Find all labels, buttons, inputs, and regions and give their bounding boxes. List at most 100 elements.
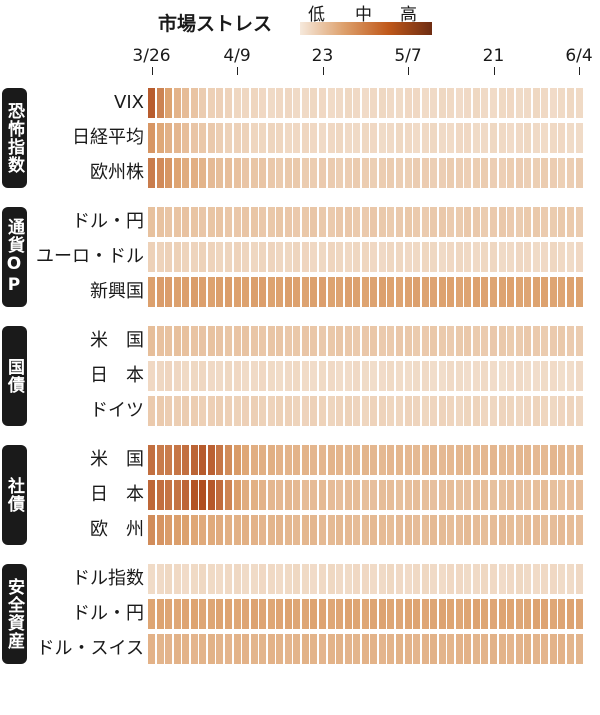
heatmap-cell <box>165 599 173 629</box>
heatmap-cell <box>319 361 326 391</box>
heatmap-cell <box>481 396 489 426</box>
heatmap-cell <box>421 242 429 272</box>
heatmap-cell <box>190 326 198 356</box>
heatmap-cell <box>361 123 369 153</box>
heatmap-cell <box>575 88 583 118</box>
heatmap-cell <box>284 361 292 391</box>
heatmap-cell <box>549 445 557 475</box>
heatmap-cell <box>224 396 232 426</box>
heatmap-cell <box>404 599 412 629</box>
heatmap-cell <box>370 445 378 475</box>
heatmap-cell <box>267 326 275 356</box>
heatmap-cell <box>267 207 275 237</box>
heatmap-cell <box>156 515 164 545</box>
heatmap-cell <box>182 634 190 664</box>
heatmap-cell <box>438 326 446 356</box>
heatmap-cell <box>301 361 309 391</box>
heatmap-cell <box>293 515 301 545</box>
heatmap-cell <box>549 277 557 307</box>
heatmap-cell <box>498 564 506 594</box>
heatmap-cell <box>319 242 326 272</box>
heatmap-cell <box>250 361 258 391</box>
heatmap-cell <box>413 88 421 118</box>
heatmap-cell <box>490 123 497 153</box>
heatmap-cell <box>421 599 429 629</box>
heatmap-cell <box>481 326 489 356</box>
heatmap-cell <box>455 599 463 629</box>
heatmap-cell <box>233 515 241 545</box>
heatmap-cell <box>549 207 557 237</box>
heatmap-cell <box>541 599 549 629</box>
heatmap-cell <box>507 326 515 356</box>
heatmap-cell <box>532 445 540 475</box>
heatmap-cell <box>233 158 241 188</box>
group-label: 安全資産 <box>4 578 24 650</box>
heatmap-cell <box>267 445 275 475</box>
heatmap-cell <box>327 634 335 664</box>
heatmap-cell <box>310 123 318 153</box>
heatmap-cell <box>293 207 301 237</box>
heatmap-cell <box>276 396 284 426</box>
heatmap-cell <box>165 207 173 237</box>
heatmap-cell <box>173 88 181 118</box>
group-tab: 社債 <box>2 445 27 545</box>
heatmap-cell <box>353 88 361 118</box>
heatmap-cell <box>173 123 181 153</box>
heatmap-cell <box>148 361 155 391</box>
heatmap-cell <box>524 88 532 118</box>
heatmap-cell <box>524 158 532 188</box>
heatmap-cell <box>293 158 301 188</box>
heatmap-cell <box>490 599 497 629</box>
heatmap-cell <box>148 123 155 153</box>
heatmap-cell <box>447 634 455 664</box>
heatmap-cell <box>165 634 173 664</box>
heatmap-cell <box>498 599 506 629</box>
heatmap-cell <box>370 277 378 307</box>
heatmap-cell <box>233 123 241 153</box>
heatmap-cell <box>438 207 446 237</box>
heatmap-cell <box>267 277 275 307</box>
heatmap-cell <box>541 361 549 391</box>
heatmap-cell <box>387 361 395 391</box>
heatmap-cell <box>541 158 549 188</box>
heatmap-cell <box>344 207 352 237</box>
heatmap-cell <box>165 242 173 272</box>
heatmap-cell <box>507 158 515 188</box>
heatmap-cell <box>190 480 198 510</box>
heatmap-cell <box>361 361 369 391</box>
heatmap-cell <box>575 158 583 188</box>
heatmap-cell <box>233 361 241 391</box>
heatmap-cell <box>566 599 574 629</box>
heatmap-cell <box>182 326 190 356</box>
heatmap-cell <box>293 361 301 391</box>
heatmap-cell <box>344 445 352 475</box>
heatmap-cell <box>361 158 369 188</box>
heatmap-cell <box>267 515 275 545</box>
heatmap-cell <box>387 88 395 118</box>
heatmap-cell <box>524 445 532 475</box>
heatmap-cell <box>207 207 215 237</box>
heatmap-cell <box>165 88 173 118</box>
heatmap-cell <box>361 396 369 426</box>
heatmap-cell <box>404 515 412 545</box>
heatmap-cell <box>199 564 207 594</box>
heatmap-cell <box>370 396 378 426</box>
heatmap-cell <box>233 277 241 307</box>
row-label: ユーロ・ドル <box>36 246 144 267</box>
heatmap-cell <box>532 599 540 629</box>
heatmap-cell <box>250 599 258 629</box>
heatmap-cell <box>558 277 566 307</box>
heatmap-cell <box>430 564 438 594</box>
heatmap-cell <box>413 361 421 391</box>
heatmap-cell <box>250 326 258 356</box>
heatmap-cell <box>276 158 284 188</box>
heatmap-cell <box>464 445 472 475</box>
heatmap-cell <box>207 123 215 153</box>
heatmap-cell <box>267 599 275 629</box>
heatmap-cell <box>319 564 326 594</box>
heatmap-cell <box>575 480 583 510</box>
heatmap-cell <box>173 445 181 475</box>
heatmap-cell <box>361 599 369 629</box>
heatmap-cell <box>327 207 335 237</box>
heatmap-cell <box>156 599 164 629</box>
